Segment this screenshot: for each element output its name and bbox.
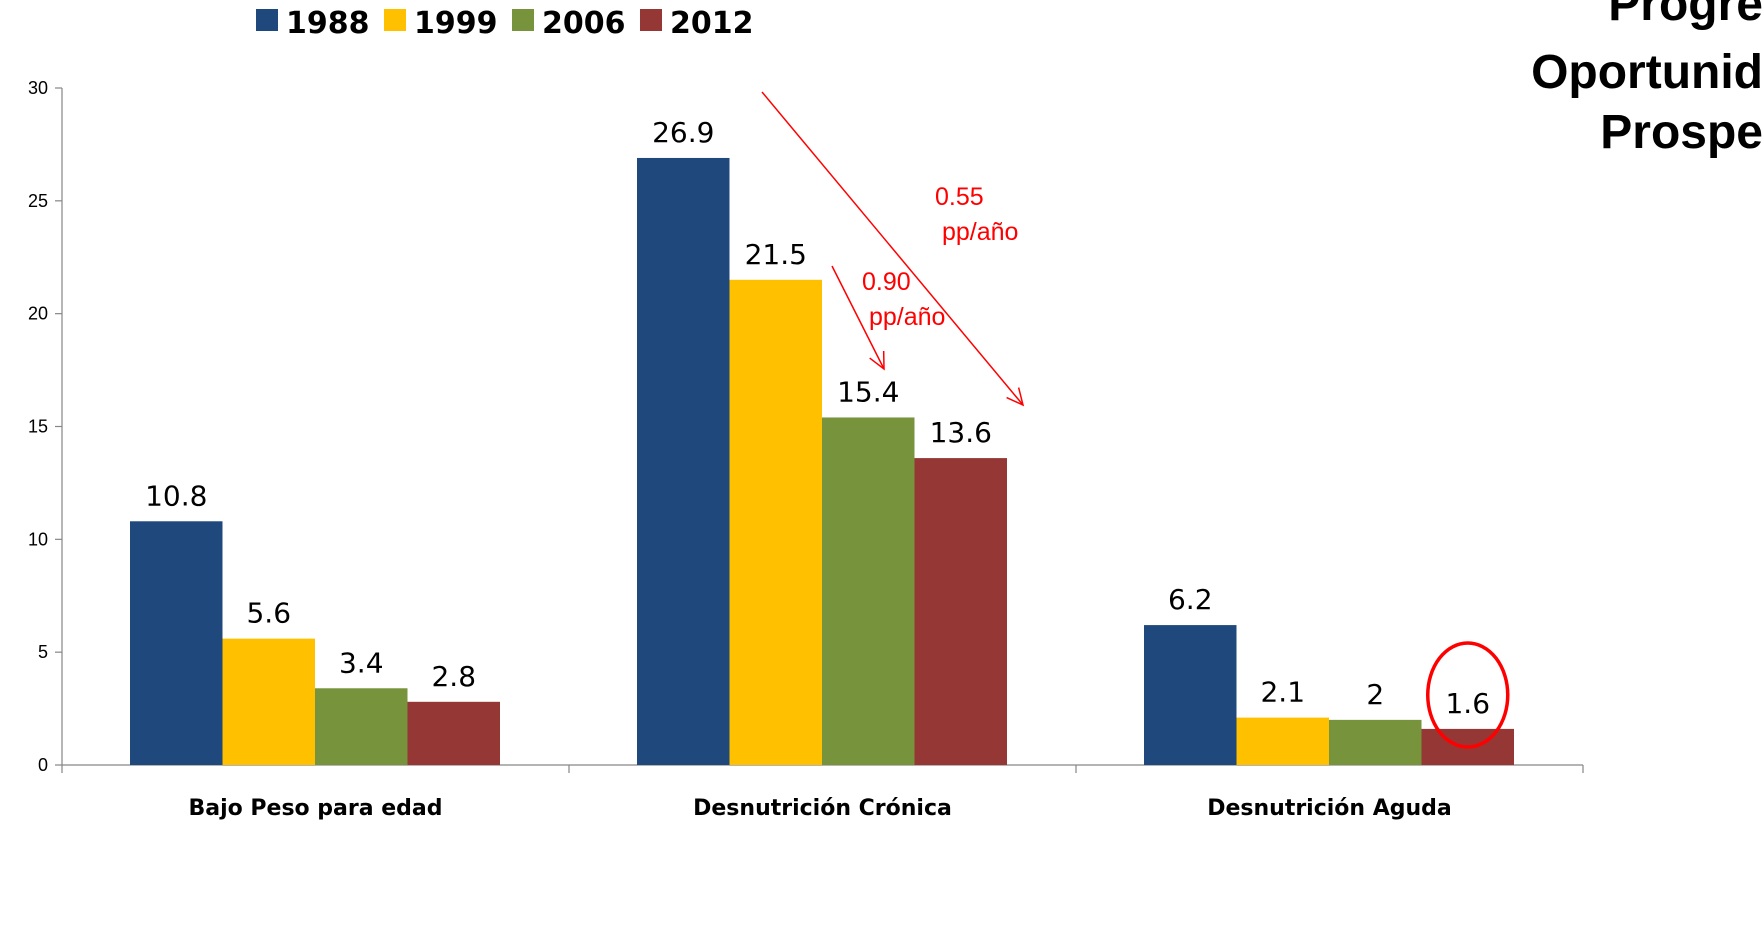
trend-arrow-2 bbox=[831, 265, 885, 370]
y-tick-label-20: 20 bbox=[28, 304, 48, 324]
axes: 0 5 10 15 20 25 30 Bajo Peso para edad Desnutric… bbox=[28, 78, 1584, 821]
category-label-desnutricion-aguda: Desnutrición Aguda bbox=[1207, 796, 1452, 821]
data-label-desnutricion-cronica-1988: 26.9 bbox=[652, 116, 714, 149]
y-tick-label-30: 30 bbox=[28, 78, 48, 98]
bar-bajo-peso-para-edad-2006 bbox=[315, 688, 408, 765]
bar-desnutricion-cronica-1999 bbox=[729, 279, 822, 765]
data-label-desnutricion-aguda-1988: 6.2 bbox=[1168, 583, 1213, 616]
annotations: 0.55 pp/año 0.90 pp/año bbox=[761, 91, 1510, 749]
trend-arrowhead-1 bbox=[1006, 387, 1025, 407]
bars bbox=[130, 157, 1514, 765]
bar-desnutricion-aguda-2006 bbox=[1329, 719, 1422, 765]
bar-bajo-peso-para-edad-1999 bbox=[222, 638, 315, 765]
bar-bajo-peso-para-edad-2012 bbox=[407, 701, 500, 765]
legend-label-2012: 2012 bbox=[670, 6, 754, 41]
data-label-desnutricion-aguda-2006: 2 bbox=[1366, 678, 1384, 711]
bar-desnutricion-cronica-1988 bbox=[637, 157, 730, 765]
data-label-desnutricion-aguda-2012: 1.6 bbox=[1445, 687, 1490, 720]
bar-desnutricion-aguda-1999 bbox=[1236, 717, 1329, 765]
title-line-2: Oportunid bbox=[1531, 46, 1763, 99]
data-label-bajo-peso-para-edad-1999: 5.6 bbox=[246, 597, 291, 630]
bar-desnutricion-cronica-2006 bbox=[822, 417, 915, 765]
legend-swatch-2012 bbox=[640, 9, 662, 31]
legend-label-1988: 1988 bbox=[286, 6, 370, 41]
y-tick-label-15: 15 bbox=[28, 417, 48, 437]
bar-desnutricion-cronica-2012 bbox=[914, 458, 1007, 765]
legend-swatch-1988 bbox=[256, 9, 278, 31]
trend-arrowhead-2 bbox=[869, 350, 885, 371]
data-labels: 10.8 26.9 6.2 5.6 21.5 2.1 3.4 15.4 2 2.8 13.6 1.6 bbox=[145, 116, 1490, 720]
legend-swatch-1999 bbox=[384, 9, 406, 31]
y-tick-label-10: 10 bbox=[28, 529, 48, 549]
category-label-bajo-peso-para-edad: Bajo Peso para edad bbox=[188, 796, 442, 821]
legend-swatch-2006 bbox=[512, 9, 534, 31]
legend: 1988 1999 2006 2012 bbox=[256, 6, 754, 41]
title-line-3: Prospe bbox=[1600, 106, 1763, 159]
category-label-desnutricion-cronica: Desnutrición Crónica bbox=[693, 796, 952, 821]
legend-label-2006: 2006 bbox=[542, 6, 626, 41]
data-label-bajo-peso-para-edad-1988: 10.8 bbox=[145, 479, 207, 512]
bar-bajo-peso-para-edad-1988 bbox=[130, 521, 223, 765]
y-tick-label-0: 0 bbox=[38, 755, 48, 775]
trend-arrow-1 bbox=[761, 91, 1024, 406]
data-label-bajo-peso-para-edad-2012: 2.8 bbox=[431, 660, 476, 693]
chart-title: Progre Oportunid Prospe bbox=[1531, 0, 1763, 159]
legend-label-1999: 1999 bbox=[414, 6, 498, 41]
data-label-desnutricion-aguda-1999: 2.1 bbox=[1260, 676, 1305, 709]
title-line-1: Progre bbox=[1608, 0, 1763, 31]
trend-rate-label-2: 0.90 pp/año bbox=[862, 268, 945, 331]
y-tick-label-5: 5 bbox=[38, 642, 48, 662]
highlight-circle bbox=[1426, 641, 1510, 749]
y-tick-label-25: 25 bbox=[28, 191, 48, 211]
trend-rate-label-1: 0.55 pp/año bbox=[935, 183, 1018, 246]
data-label-desnutricion-cronica-2012: 13.6 bbox=[930, 416, 992, 449]
data-label-desnutricion-cronica-1999: 21.5 bbox=[745, 238, 807, 271]
bar-desnutricion-aguda-1988 bbox=[1144, 625, 1237, 765]
data-label-bajo-peso-para-edad-2006: 3.4 bbox=[339, 646, 384, 679]
data-label-desnutricion-cronica-2006: 15.4 bbox=[837, 375, 899, 408]
